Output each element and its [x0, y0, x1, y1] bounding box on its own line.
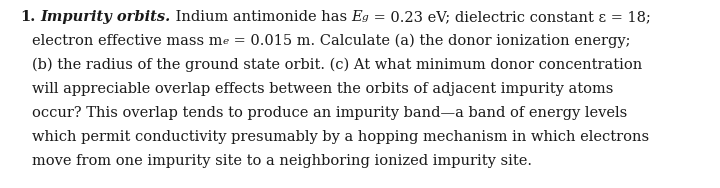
Text: 1.: 1.	[20, 10, 35, 24]
Text: Indium antimonide has: Indium antimonide has	[171, 10, 351, 24]
Text: g: g	[362, 14, 369, 23]
Text: (b) the radius of the ground state orbit. (c) At what minimum donor concentratio: (b) the radius of the ground state orbit…	[32, 58, 642, 72]
Text: E: E	[351, 10, 362, 24]
Text: = 0.015 m. Calculate (a) the donor ionization energy;: = 0.015 m. Calculate (a) the donor ioniz…	[229, 34, 630, 48]
Text: = 0.23 eV; dielectric constant ε = 18;: = 0.23 eV; dielectric constant ε = 18;	[369, 10, 651, 24]
Text: move from one impurity site to a neighboring ionized impurity site.: move from one impurity site to a neighbo…	[32, 154, 532, 168]
Text: occur? This overlap tends to produce an impurity band—a band of energy levels: occur? This overlap tends to produce an …	[32, 106, 627, 120]
Text: which permit conductivity presumably by a hopping mechanism in which electrons: which permit conductivity presumably by …	[32, 130, 649, 144]
Text: Impurity orbits.: Impurity orbits.	[40, 10, 171, 24]
Text: e: e	[222, 37, 229, 46]
Text: will appreciable overlap effects between the orbits of adjacent impurity atoms: will appreciable overlap effects between…	[32, 82, 613, 96]
Text: electron effective mass m: electron effective mass m	[32, 34, 222, 48]
